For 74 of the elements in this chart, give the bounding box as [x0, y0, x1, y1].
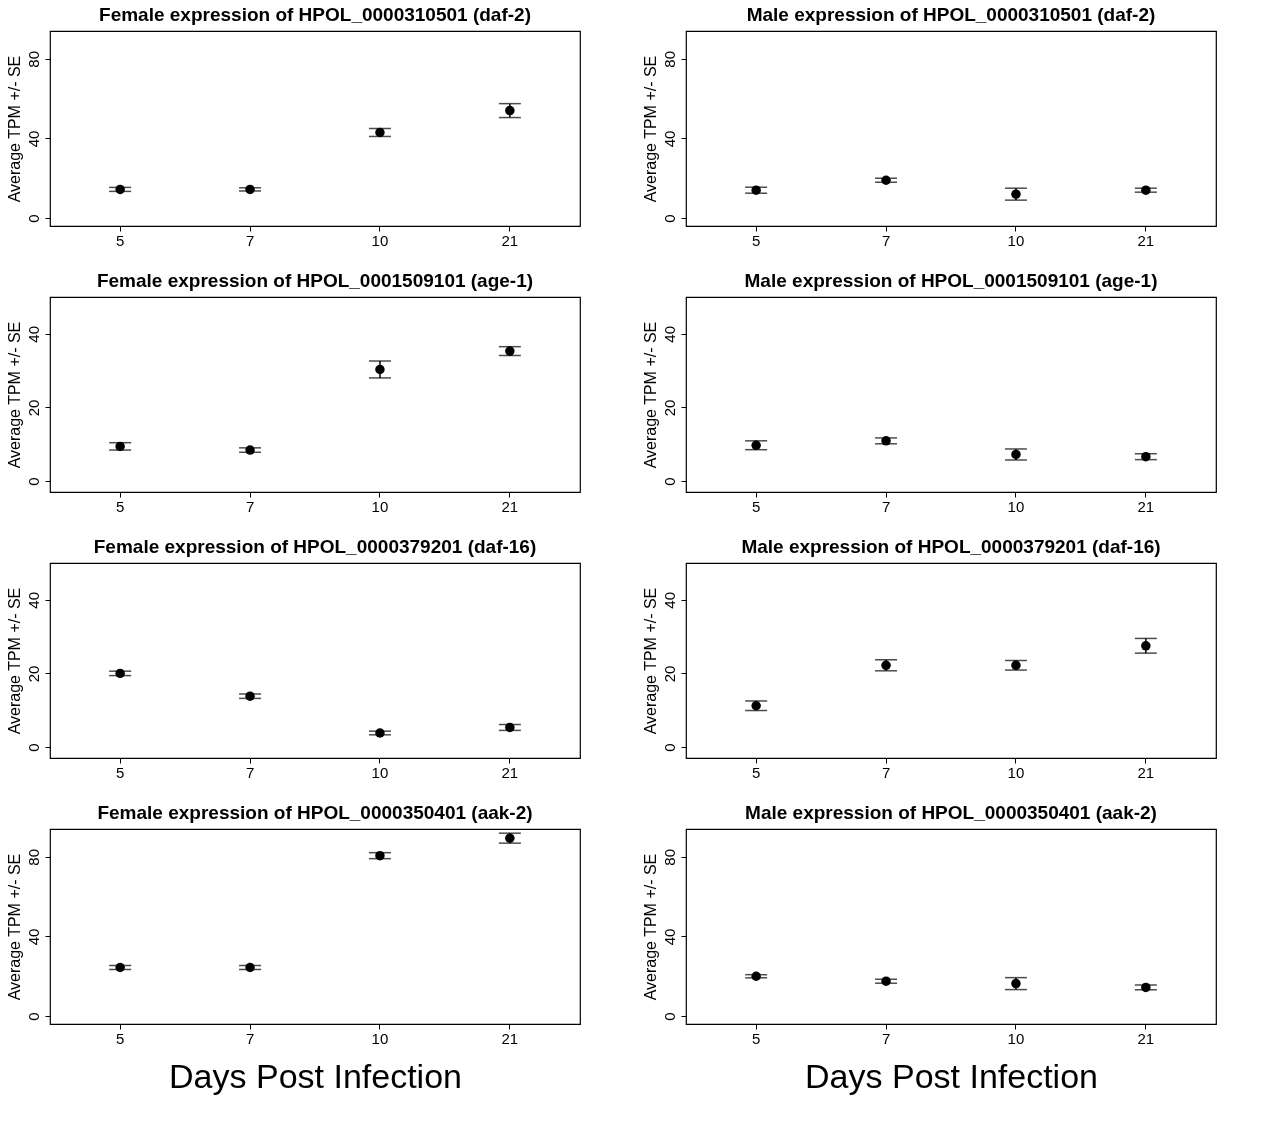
y-tick-label: 20: [24, 665, 42, 683]
y-axis-title: Average TPM +/- SE: [641, 55, 659, 203]
x-tick-label: 7: [245, 1029, 255, 1047]
x-tick-label: 21: [1137, 763, 1155, 781]
x-tick-label: 5: [115, 497, 125, 515]
y-tick-label: 40: [660, 325, 678, 343]
x-tick-label: 10: [1007, 1029, 1025, 1047]
y-tick-label: 80: [660, 51, 678, 68]
y-tick-label: 40: [660, 130, 678, 148]
y-axis-title: Average TPM +/- SE: [5, 853, 23, 1001]
y-axis-title: Average TPM +/- SE: [5, 55, 23, 203]
x-tick-label: 21: [501, 231, 519, 249]
y-axis-title: Average TPM +/- SE: [641, 853, 659, 1001]
y-tick-label: 40: [660, 591, 678, 609]
x-tick-label: 10: [371, 1029, 389, 1047]
y-axis-title: Average TPM +/- SE: [641, 587, 659, 735]
x-tick-label: 21: [1137, 1029, 1155, 1047]
chart-title: Male expression of HPOL_0000379201 (daf-16): [741, 536, 1161, 557]
x-axis-title: Days Post Infection: [805, 1056, 1098, 1095]
y-axis-title: Average TPM +/- SE: [641, 321, 659, 469]
y-tick-label: 40: [24, 130, 42, 148]
y-tick-label: 40: [24, 591, 42, 609]
x-tick-label: 5: [751, 763, 761, 781]
y-tick-label: 80: [24, 51, 42, 68]
y-tick-label: 20: [24, 399, 42, 417]
x-tick-label: 21: [1137, 497, 1155, 515]
x-tick-label: 10: [1007, 231, 1025, 249]
y-tick-label: 0: [24, 477, 42, 486]
y-tick-label: 0: [660, 1012, 678, 1021]
x-tick-label: 7: [881, 1029, 891, 1047]
x-tick-label: 7: [881, 763, 891, 781]
x-tick-label: 7: [881, 231, 891, 249]
y-tick-label: 40: [24, 928, 42, 946]
y-tick-label: 80: [660, 849, 678, 866]
x-tick-label: 10: [371, 497, 389, 515]
y-tick-label: 0: [24, 214, 42, 223]
chart-title: Male expression of HPOL_0001509101 (age-1): [744, 270, 1158, 291]
x-tick-label: 10: [1007, 763, 1025, 781]
y-tick-label: 20: [660, 665, 678, 683]
y-tick-label: 0: [24, 1012, 42, 1021]
x-tick-label: 5: [115, 1029, 125, 1047]
x-tick-label: 7: [245, 763, 255, 781]
chart-title: Male expression of HPOL_0000350401 (aak-2): [745, 802, 1157, 823]
x-tick-label: 10: [1007, 497, 1025, 515]
x-tick-label: 7: [881, 497, 891, 515]
y-tick-label: 0: [24, 743, 42, 752]
x-tick-label: 5: [115, 231, 125, 249]
x-tick-label: 7: [245, 497, 255, 515]
y-tick-label: 40: [660, 928, 678, 946]
chart-title: Female expression of HPOL_0001509101 (age-1): [96, 270, 534, 291]
chart-title: Female expression of HPOL_0000379201 (daf-16): [93, 536, 537, 557]
x-tick-label: 21: [501, 763, 519, 781]
y-tick-label: 40: [24, 325, 42, 343]
x-tick-label: 10: [371, 763, 389, 781]
chart-title: Male expression of HPOL_0000310501 (daf-2): [746, 4, 1156, 25]
x-axis-title: Days Post Infection: [169, 1056, 462, 1095]
x-tick-label: 21: [501, 497, 519, 515]
y-tick-label: 0: [660, 743, 678, 752]
x-tick-label: 5: [751, 231, 761, 249]
x-tick-label: 5: [751, 497, 761, 515]
x-tick-label: 21: [501, 1029, 519, 1047]
x-tick-label: 5: [751, 1029, 761, 1047]
y-axis-title: Average TPM +/- SE: [5, 587, 23, 735]
x-tick-label: 10: [371, 231, 389, 249]
y-axis-title: Average TPM +/- SE: [5, 321, 23, 469]
x-tick-label: 5: [115, 763, 125, 781]
y-tick-label: 20: [660, 399, 678, 417]
chart-title: Female expression of HPOL_0000350401 (aak-2): [97, 802, 533, 823]
x-tick-label: 21: [1137, 231, 1155, 249]
chart-title: Female expression of HPOL_0000310501 (daf-2): [99, 4, 531, 25]
x-tick-label: 7: [245, 231, 255, 249]
y-tick-label: 0: [660, 477, 678, 486]
y-tick-label: 80: [24, 849, 42, 866]
y-tick-label: 0: [660, 214, 678, 223]
